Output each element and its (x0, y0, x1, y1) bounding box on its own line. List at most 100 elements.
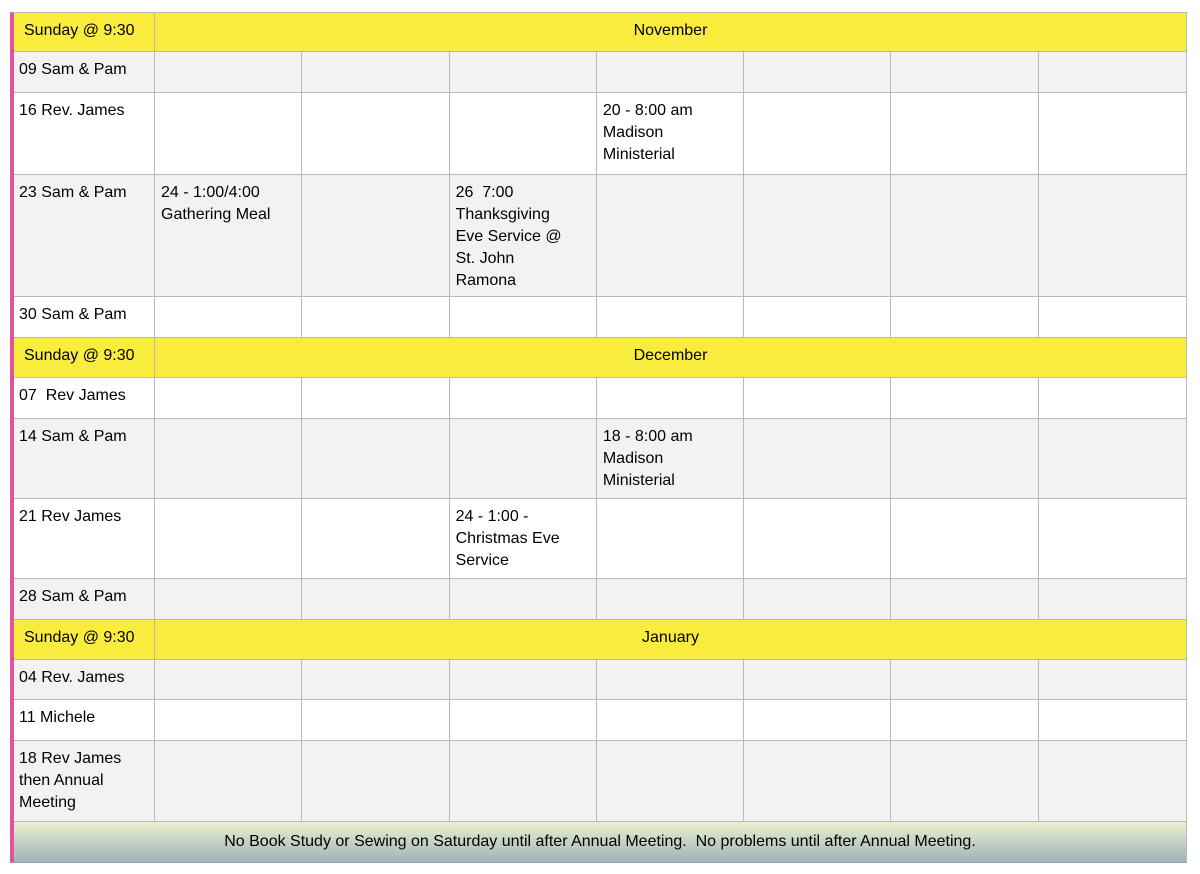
date-leader-label: 21 Rev James (14, 499, 155, 579)
date-leader-label: 11 Michele (14, 700, 155, 741)
month-header-row: Sunday @ 9:30 January (14, 620, 1186, 660)
event-cell: 26 7:00 Thanksgiving Eve Service @ St. J… (449, 175, 597, 297)
empty-cell (1038, 419, 1186, 499)
empty-cell (744, 52, 892, 93)
empty-cell (744, 93, 892, 175)
sunday-time-label: Sunday @ 9:30 (14, 338, 155, 378)
schedule-row: 14 Sam & Pam 18 - 8:00 am Madison Ministe… (14, 419, 1186, 499)
date-leader-label: 30 Sam & Pam (14, 297, 155, 338)
date-leader-label: 28 Sam & Pam (14, 579, 155, 620)
empty-cell (449, 579, 597, 620)
date-leader-label: 23 Sam & Pam (14, 175, 155, 297)
month-label: December (155, 338, 1186, 378)
empty-cell (155, 579, 303, 620)
month-label: January (155, 620, 1186, 660)
empty-cell (449, 700, 597, 741)
empty-cell (596, 700, 745, 741)
event-cell: 24 - 1:00/4:00 Gathering Meal (155, 175, 303, 297)
empty-cell (449, 741, 597, 822)
date-leader-label: 07 Rev James (14, 378, 155, 419)
empty-cell (155, 419, 303, 499)
empty-cell (302, 499, 450, 579)
empty-cell (302, 419, 450, 499)
empty-cell (596, 499, 745, 579)
sunday-time-label: Sunday @ 9:30 (14, 620, 155, 660)
schedule-table: Sunday @ 9:30 November 09 Sam & Pam 16 Rev.… (10, 12, 1187, 863)
empty-cell (596, 378, 745, 419)
empty-cell (891, 52, 1039, 93)
event-cell: 24 - 1:00 - Christmas Eve Service (449, 499, 597, 579)
empty-cell (1038, 297, 1186, 338)
empty-cell (744, 579, 892, 620)
date-leader-label: 09 Sam & Pam (14, 52, 155, 93)
empty-cell (449, 378, 597, 419)
empty-cell (891, 93, 1039, 175)
schedule-row: 18 Rev James then Annual Meeting (14, 741, 1186, 822)
empty-cell (155, 378, 303, 419)
empty-cell (744, 419, 892, 499)
empty-cell (744, 175, 892, 297)
empty-cell (891, 700, 1039, 741)
empty-cell (155, 499, 303, 579)
empty-cell (891, 660, 1039, 700)
footer-note-row: No Book Study or Sewing on Saturday unti… (14, 822, 1186, 862)
empty-cell (891, 297, 1039, 338)
empty-cell (449, 52, 597, 93)
empty-cell (1038, 660, 1186, 700)
month-header-row: Sunday @ 9:30 November (14, 13, 1186, 52)
empty-cell (891, 741, 1039, 822)
empty-cell (1038, 93, 1186, 175)
empty-cell (302, 93, 450, 175)
empty-cell (302, 52, 450, 93)
empty-cell (155, 52, 303, 93)
empty-cell (302, 175, 450, 297)
empty-cell (449, 419, 597, 499)
empty-cell (596, 175, 745, 297)
empty-cell (744, 700, 892, 741)
empty-cell (155, 741, 303, 822)
month-header-row: Sunday @ 9:30 December (14, 338, 1186, 378)
empty-cell (155, 297, 303, 338)
footer-note: No Book Study or Sewing on Saturday unti… (224, 833, 976, 850)
empty-cell (744, 660, 892, 700)
empty-cell (302, 660, 450, 700)
empty-cell (744, 499, 892, 579)
schedule-row: 21 Rev James 24 - 1:00 - Christmas Eve Se… (14, 499, 1186, 579)
empty-cell (596, 297, 745, 338)
sunday-time-label: Sunday @ 9:30 (14, 13, 155, 52)
empty-cell (891, 419, 1039, 499)
empty-cell (1038, 175, 1186, 297)
empty-cell (1038, 52, 1186, 93)
empty-cell (891, 579, 1039, 620)
schedule-row: 11 Michele (14, 700, 1186, 741)
event-cell: 18 - 8:00 am Madison Ministerial (596, 419, 745, 499)
empty-cell (891, 378, 1039, 419)
empty-cell (596, 52, 745, 93)
empty-cell (449, 93, 597, 175)
empty-cell (891, 499, 1039, 579)
date-leader-label: 14 Sam & Pam (14, 419, 155, 499)
schedule-row: 09 Sam & Pam (14, 52, 1186, 93)
empty-cell (449, 660, 597, 700)
table-rows: Sunday @ 9:30 November 09 Sam & Pam 16 Rev.… (14, 13, 1186, 822)
empty-cell (302, 378, 450, 419)
schedule-row: 07 Rev James (14, 378, 1186, 419)
date-leader-label: 04 Rev. James (14, 660, 155, 700)
empty-cell (1038, 579, 1186, 620)
empty-cell (1038, 499, 1186, 579)
empty-cell (596, 741, 745, 822)
empty-cell (744, 378, 892, 419)
empty-cell (1038, 700, 1186, 741)
schedule-row: 28 Sam & Pam (14, 579, 1186, 620)
empty-cell (1038, 378, 1186, 419)
schedule-row: 16 Rev. James 20 - 8:00 am Madison Minist… (14, 93, 1186, 175)
month-label: November (155, 13, 1186, 52)
date-leader-label: 18 Rev James then Annual Meeting (14, 741, 155, 822)
empty-cell (596, 579, 745, 620)
empty-cell (744, 297, 892, 338)
empty-cell (1038, 741, 1186, 822)
empty-cell (302, 741, 450, 822)
schedule-row: 23 Sam & Pam 24 - 1:00/4:00 Gathering Mea… (14, 175, 1186, 297)
empty-cell (302, 579, 450, 620)
